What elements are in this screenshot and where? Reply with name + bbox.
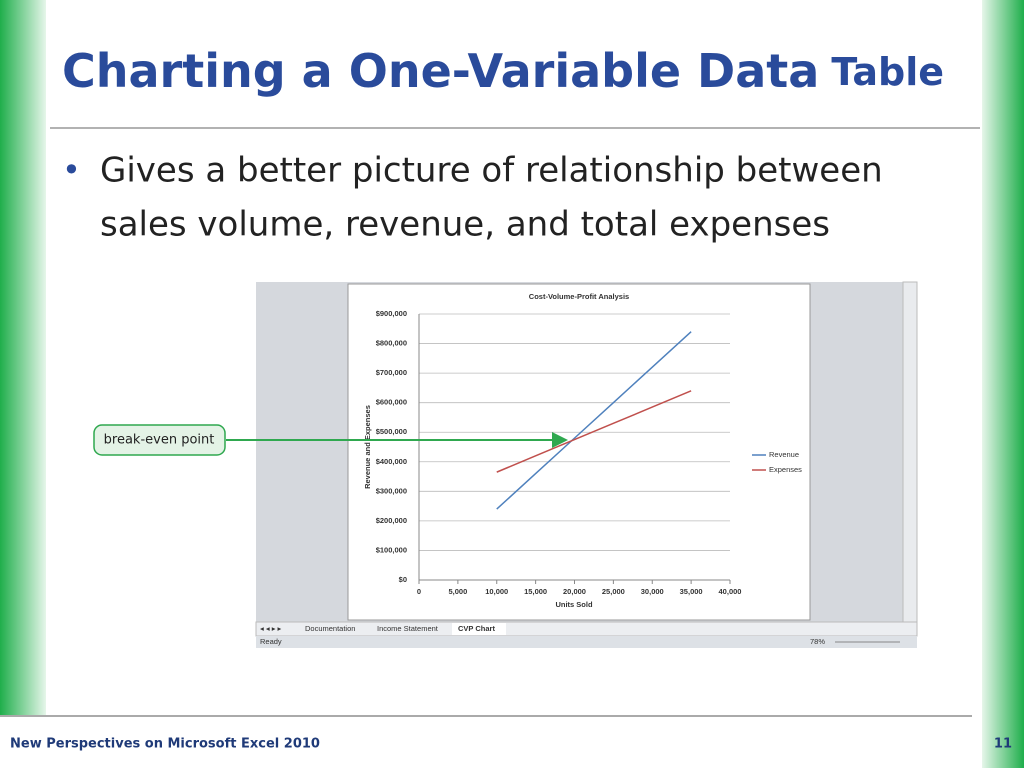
y-axis-label: Revenue and Expenses [363, 405, 372, 489]
status-text: Ready [260, 637, 282, 646]
active-tab [452, 623, 506, 635]
y-tick-label: $800,000 [376, 339, 407, 348]
series-line [496, 331, 692, 510]
callout-box [93, 424, 226, 456]
left-band [0, 0, 46, 715]
sheet-tab[interactable]: Documentation [305, 624, 355, 633]
x-tick-label: 0 [417, 587, 421, 596]
right-band [982, 0, 1024, 768]
y-tick-label: $0 [399, 575, 407, 584]
x-tick-label: 30,000 [641, 587, 664, 596]
y-tick-label: $100,000 [376, 545, 407, 554]
x-tick-label: 25,000 [602, 587, 625, 596]
zoom-level: 78% [810, 637, 825, 646]
excel-window: ◂ ◂ ▸ ▸ Documentation Income Statement C… [255, 281, 918, 648]
x-tick-label: 10,000 [485, 587, 508, 596]
x-tick-label: 40,000 [719, 587, 742, 596]
title-end: Table [831, 50, 944, 94]
series-line [496, 390, 692, 473]
y-tick-label: $500,000 [376, 427, 407, 436]
chart-area [347, 283, 811, 621]
y-tick-label: $700,000 [376, 368, 407, 377]
legend-label: Expenses [769, 465, 802, 474]
x-tick-label: 20,000 [563, 587, 586, 596]
bullet-dot: • [62, 151, 81, 189]
page-number: 11 [994, 737, 1012, 752]
y-tick-label: $300,000 [376, 486, 407, 495]
chart-title: Cost-Volume-Profit Analysis [529, 292, 629, 301]
sheet-tab[interactable]: Income Statement [377, 624, 439, 633]
legend-label: Revenue [769, 450, 799, 459]
x-tick-label: 35,000 [680, 587, 703, 596]
y-tick-label: $600,000 [376, 398, 407, 407]
footer-text: New Perspectives on Microsoft Excel 2010 [10, 737, 320, 752]
bullet-line: Gives a better picture of relationship b… [100, 151, 883, 191]
y-tick-label: $900,000 [376, 309, 407, 318]
slide-title: Charting a One-Variable Data Table [62, 44, 944, 98]
tab-nav[interactable]: ◂ ◂ ▸ ▸ [260, 624, 282, 633]
title-main: Charting a One-Variable Data [62, 44, 819, 98]
x-tick-label: 15,000 [524, 587, 547, 596]
status-bar [256, 636, 917, 648]
sheet-tab[interactable]: CVP Chart [458, 624, 495, 633]
scrollbar[interactable] [902, 281, 918, 623]
callout-text: break-even point [104, 433, 215, 448]
y-tick-label: $200,000 [376, 516, 407, 525]
y-tick-label: $400,000 [376, 457, 407, 466]
x-axis-label: Units Sold [555, 600, 593, 609]
x-tick-label: 5,000 [448, 587, 467, 596]
bullet-line: sales volume, revenue, and total expense… [100, 205, 830, 245]
